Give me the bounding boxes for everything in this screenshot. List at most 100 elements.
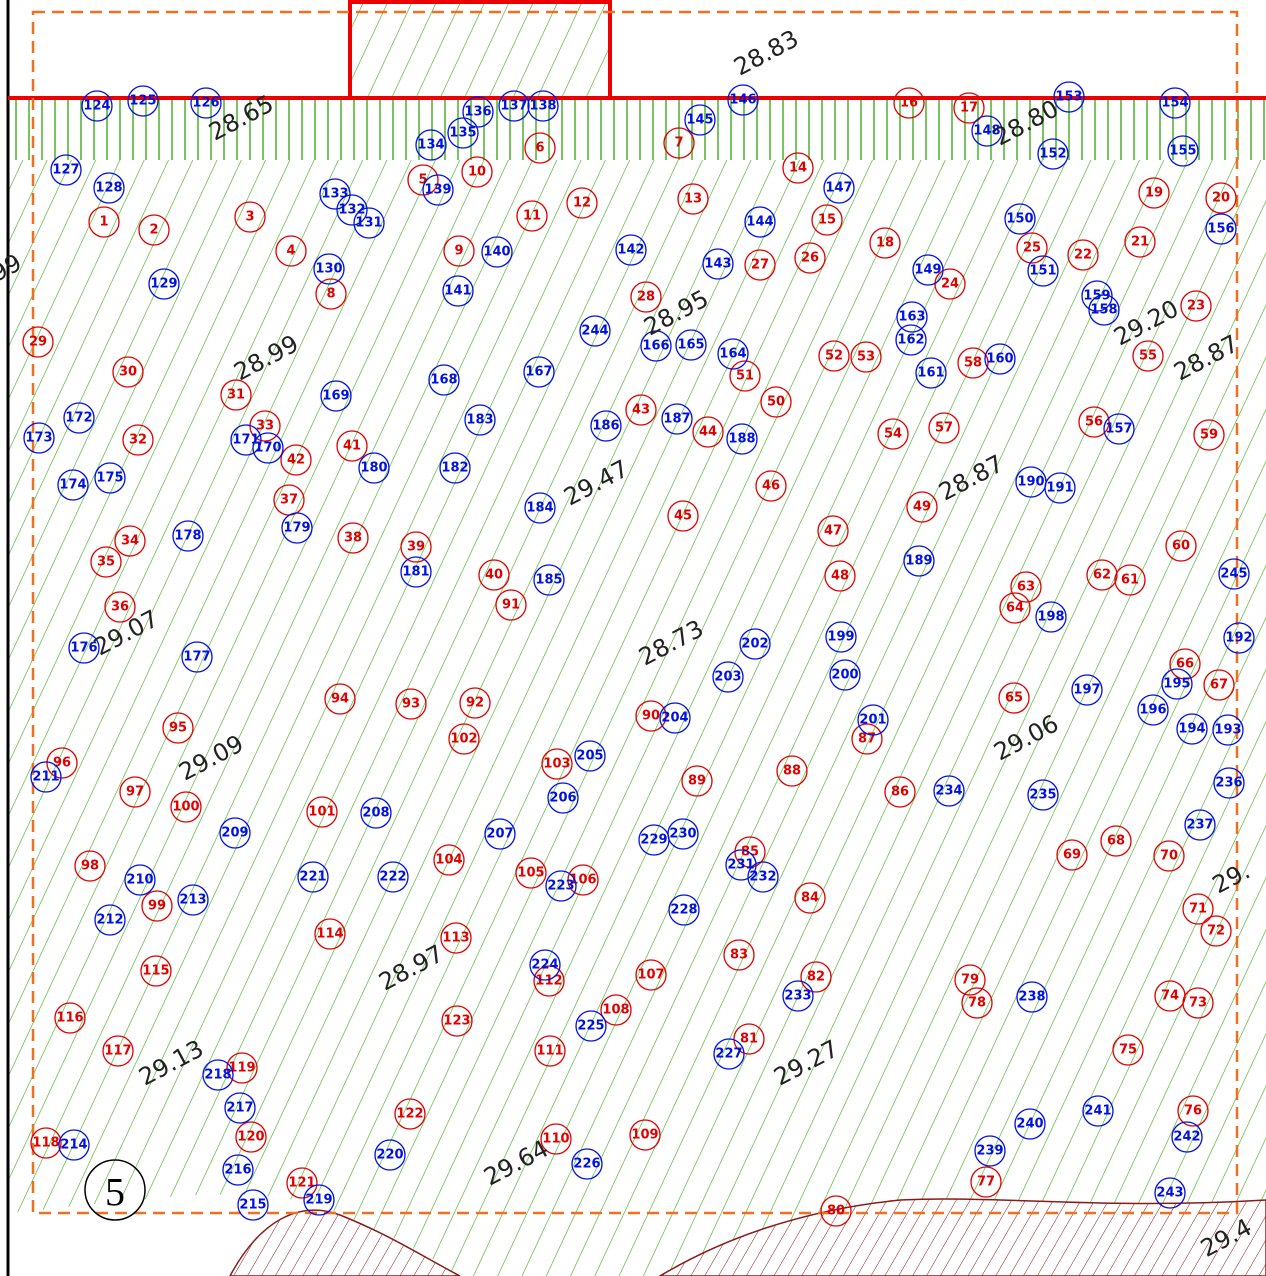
point-circle — [524, 492, 556, 524]
point-label: 232 — [749, 870, 776, 885]
point-marker: 52 — [818, 340, 850, 372]
point-marker: 78 — [961, 987, 993, 1019]
point-circle — [739, 628, 771, 660]
point-label: 169 — [322, 389, 349, 404]
point-marker: 166 — [640, 330, 672, 362]
point-label: 58 — [964, 356, 982, 371]
point-circle — [422, 174, 454, 206]
point-circle — [630, 281, 662, 313]
point-circle — [177, 884, 209, 916]
point-label: 110 — [542, 1132, 569, 1147]
point-marker: 79 — [954, 964, 986, 996]
point-circle — [1056, 839, 1088, 871]
point-marker: 113 — [440, 922, 472, 954]
point-circle — [824, 560, 856, 592]
point-marker: 53 — [850, 341, 882, 373]
point-marker: 143 — [702, 248, 734, 280]
point-marker: 199 — [825, 621, 857, 653]
point-label: 216 — [224, 1163, 251, 1178]
point-marker: 223 — [545, 870, 577, 902]
point-label: 141 — [444, 284, 471, 299]
point-circle — [415, 129, 447, 161]
point-label: 12 — [573, 196, 591, 211]
point-label: 219 — [305, 1193, 332, 1208]
point-marker: 176 — [68, 632, 100, 664]
point-marker: 232 — [747, 861, 779, 893]
point-circle — [534, 1035, 566, 1067]
point-label: 22 — [1074, 248, 1092, 263]
point-marker: 150 — [1004, 203, 1036, 235]
point-marker: 142 — [615, 234, 647, 266]
point-marker: 86 — [884, 776, 916, 808]
point-label: 191 — [1046, 481, 1073, 496]
point-label: 49 — [913, 500, 931, 515]
point-circle — [857, 704, 889, 736]
point-marker: 200 — [829, 659, 861, 691]
point-marker: 85 — [734, 836, 766, 868]
point-circle — [124, 864, 156, 896]
point-marker: 70 — [1153, 840, 1185, 872]
point-label: 189 — [905, 554, 932, 569]
point-marker: 68 — [1100, 825, 1132, 857]
point-marker: 197 — [1071, 674, 1103, 706]
point-label: 117 — [104, 1044, 131, 1059]
point-circle — [823, 172, 855, 204]
point-circle — [1103, 413, 1135, 445]
point-circle — [461, 156, 493, 188]
point-marker: 124 — [81, 90, 113, 122]
point-circle — [1035, 601, 1067, 633]
point-marker: 11 — [516, 200, 548, 232]
point-marker: 152 — [1037, 138, 1069, 170]
point-circle — [484, 818, 516, 850]
point-label: 163 — [898, 310, 925, 325]
point-marker: 10 — [461, 156, 493, 188]
point-marker: 214 — [58, 1129, 90, 1161]
point-circle — [692, 416, 724, 448]
point-label: 96 — [53, 756, 71, 771]
point-circle — [677, 183, 709, 215]
point-marker: 58 — [957, 347, 989, 379]
point-marker: 77 — [970, 1166, 1002, 1198]
point-circle — [541, 748, 573, 780]
point-label: 97 — [126, 785, 144, 800]
point-marker: 212 — [94, 904, 126, 936]
point-label: 44 — [699, 425, 717, 440]
point-label: 11 — [523, 209, 541, 224]
point-marker: 188 — [726, 423, 758, 455]
point-circle — [545, 870, 577, 902]
hatched-area — [8, 100, 1266, 1276]
point-circle — [574, 740, 606, 772]
point-label: 242 — [1173, 1130, 1200, 1145]
point-marker: 116 — [54, 1002, 86, 1034]
point-circle — [395, 688, 427, 720]
point-circle — [818, 340, 850, 372]
point-circle — [1193, 419, 1225, 451]
point-marker: 117 — [102, 1035, 134, 1067]
point-circle — [533, 965, 565, 997]
point-marker: 172 — [63, 402, 95, 434]
point-marker: 144 — [744, 206, 776, 238]
point-label: 196 — [1139, 703, 1166, 718]
point-label: 129 — [150, 277, 177, 292]
point-marker: 211 — [30, 761, 62, 793]
point-label: 118 — [32, 1136, 59, 1151]
point-circle — [68, 632, 100, 664]
point-label: 113 — [442, 931, 469, 946]
point-marker: 154 — [1159, 87, 1191, 119]
point-circle — [727, 84, 759, 116]
point-label: 173 — [25, 431, 52, 446]
point-label: 52 — [825, 349, 843, 364]
point-marker: 66 — [1169, 648, 1201, 680]
point-circle — [202, 1059, 234, 1091]
point-label: 171 — [232, 433, 259, 448]
point-marker: 1 — [88, 206, 120, 238]
point-circle — [1159, 87, 1191, 119]
point-circle — [336, 430, 368, 462]
red-box — [348, 0, 612, 100]
point-marker: 102 — [448, 723, 480, 755]
point-marker: 81 — [733, 1023, 765, 1055]
point-circle — [1010, 571, 1042, 603]
point-marker: 44 — [692, 416, 724, 448]
point-label: 158 — [1090, 303, 1117, 318]
point-label: 10 — [468, 165, 486, 180]
